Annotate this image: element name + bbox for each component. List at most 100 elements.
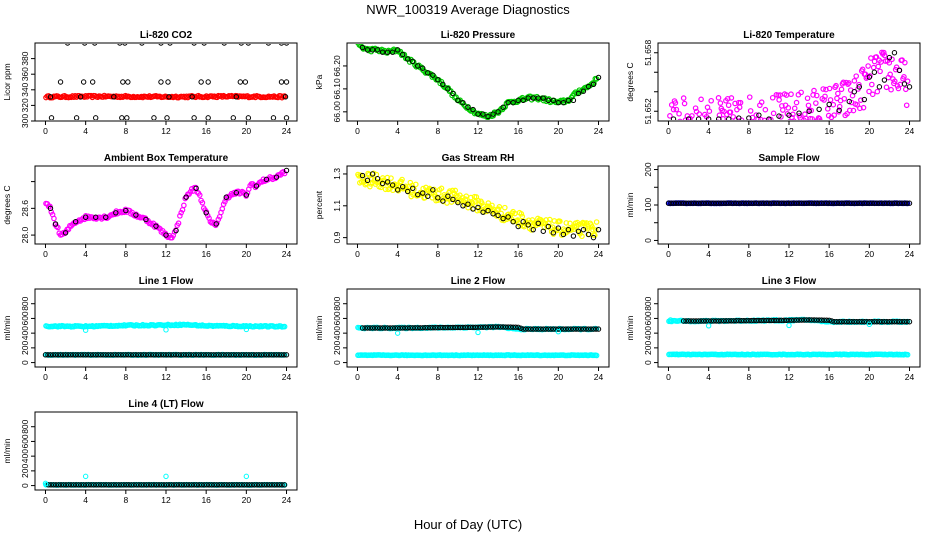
data-point	[676, 110, 682, 117]
data-point	[269, 482, 275, 488]
data-point	[693, 318, 699, 324]
data-point	[871, 319, 878, 325]
data-point	[163, 482, 170, 488]
data-point	[382, 325, 388, 331]
data-point	[543, 326, 549, 332]
data-point	[281, 352, 287, 358]
data-point	[795, 125, 799, 129]
x-tick-label: 0	[666, 372, 671, 382]
data-point	[502, 324, 509, 330]
data-point	[47, 205, 54, 212]
data-point	[171, 482, 177, 488]
data-point	[869, 91, 876, 98]
data-point	[47, 352, 54, 358]
data-point	[216, 352, 222, 358]
data-point	[70, 482, 77, 488]
data-point	[733, 200, 739, 206]
data-point	[695, 126, 699, 130]
data-point	[452, 187, 459, 194]
data-point	[793, 317, 800, 323]
x-tick-label: 20	[865, 126, 875, 136]
data-point	[879, 200, 885, 206]
data-point	[681, 125, 685, 129]
data-point	[585, 326, 592, 332]
data-point	[585, 83, 592, 90]
data-point	[140, 352, 147, 358]
data-point	[670, 116, 677, 120]
series-avg	[670, 50, 913, 120]
data-point	[710, 200, 717, 206]
data-point	[276, 352, 282, 358]
data-point	[530, 226, 536, 233]
data-point	[775, 121, 779, 125]
x-tick-label: 8	[123, 126, 128, 136]
plot-area	[355, 323, 602, 359]
data-point	[83, 482, 89, 488]
data-point	[668, 200, 674, 206]
y-tick-label: 1.3	[332, 168, 342, 180]
data-point	[283, 115, 290, 120]
data-point	[673, 106, 680, 113]
data-point	[786, 322, 792, 329]
data-point	[563, 220, 570, 226]
data-point	[367, 325, 373, 331]
data-point	[876, 200, 883, 206]
data-point	[248, 352, 255, 358]
data-point	[460, 324, 466, 331]
data-point	[690, 318, 697, 324]
data-point	[877, 68, 883, 75]
data-point	[762, 106, 769, 113]
panel-title: Ambient Box Temperature	[104, 153, 229, 164]
data-point	[758, 99, 765, 105]
figure-title: NWR_100319 Average Diagnostics	[366, 2, 570, 17]
data-point	[265, 44, 271, 46]
data-point	[384, 179, 391, 185]
data-point	[791, 200, 797, 206]
data-point	[55, 352, 61, 358]
data-point	[887, 71, 893, 78]
data-point	[520, 326, 526, 332]
data-point	[271, 352, 277, 358]
data-point	[281, 93, 288, 99]
y-tick-label: 1.1	[332, 200, 342, 212]
data-point	[440, 324, 446, 331]
data-point	[841, 200, 847, 206]
x-tick-label: 16	[513, 126, 523, 136]
data-point	[205, 115, 211, 120]
data-point	[823, 317, 830, 323]
panel-title: Line 4 (LT) Flow	[128, 399, 204, 410]
x-tick-label: 16	[824, 126, 834, 136]
data-point	[253, 352, 260, 358]
data-point	[178, 482, 185, 488]
data-point	[836, 103, 843, 110]
data-point	[695, 200, 702, 206]
y-tick-label: 600	[20, 434, 30, 448]
data-point	[42, 480, 49, 487]
data-point	[278, 352, 285, 358]
data-point	[706, 108, 713, 114]
data-point	[831, 112, 837, 118]
x-tick-label: 20	[242, 126, 252, 136]
data-point	[450, 324, 456, 331]
data-point	[563, 326, 569, 332]
data-point	[806, 200, 812, 206]
data-point	[555, 326, 562, 332]
data-point	[190, 352, 197, 358]
data-point	[397, 325, 403, 331]
data-point	[515, 97, 521, 104]
data-point	[846, 200, 852, 206]
data-point	[801, 200, 807, 206]
data-point	[238, 44, 244, 46]
data-point	[846, 107, 853, 114]
data-point	[237, 79, 244, 85]
data-point	[856, 200, 863, 206]
data-point	[692, 105, 699, 111]
data-point	[183, 194, 189, 200]
series-avg	[47, 167, 290, 238]
data-point	[788, 200, 795, 206]
data-point	[98, 352, 104, 358]
plot-area	[665, 200, 913, 207]
y-tick-label: 0	[332, 360, 342, 365]
data-point	[219, 482, 225, 488]
